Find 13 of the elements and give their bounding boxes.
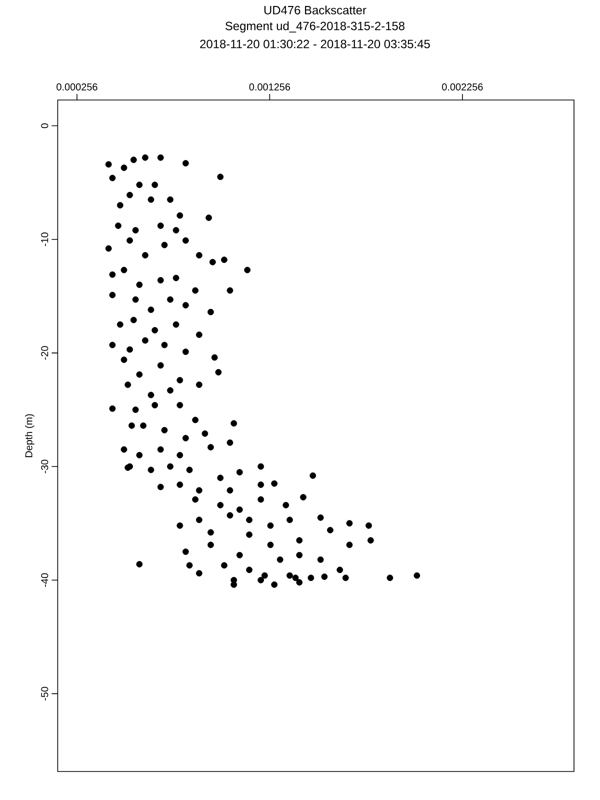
text: 2018-11-20 01:30:22 - 2018-11-20 03:35:45 bbox=[200, 40, 430, 48]
y-tick-label: -40 bbox=[41, 573, 48, 587]
y-tick-label: -30 bbox=[41, 460, 48, 474]
x-tick-label: 0.000256 bbox=[56, 83, 98, 90]
chart-subtitle: Segment ud_476-2018-315-2-158 bbox=[225, 21, 404, 33]
y-axis-title: Depth (m) bbox=[25, 414, 34, 458]
y-tick-label: -10 bbox=[41, 232, 48, 246]
chart-title: UD476 Backscatter bbox=[264, 6, 366, 14]
x-tick-label: 0.001256 bbox=[249, 83, 290, 90]
x-tick-label: 0.002256 bbox=[442, 83, 483, 90]
y-tick-label: -50 bbox=[41, 686, 48, 700]
y-tick-label: 0 bbox=[41, 123, 48, 128]
y-tick-label: -20 bbox=[41, 346, 48, 360]
